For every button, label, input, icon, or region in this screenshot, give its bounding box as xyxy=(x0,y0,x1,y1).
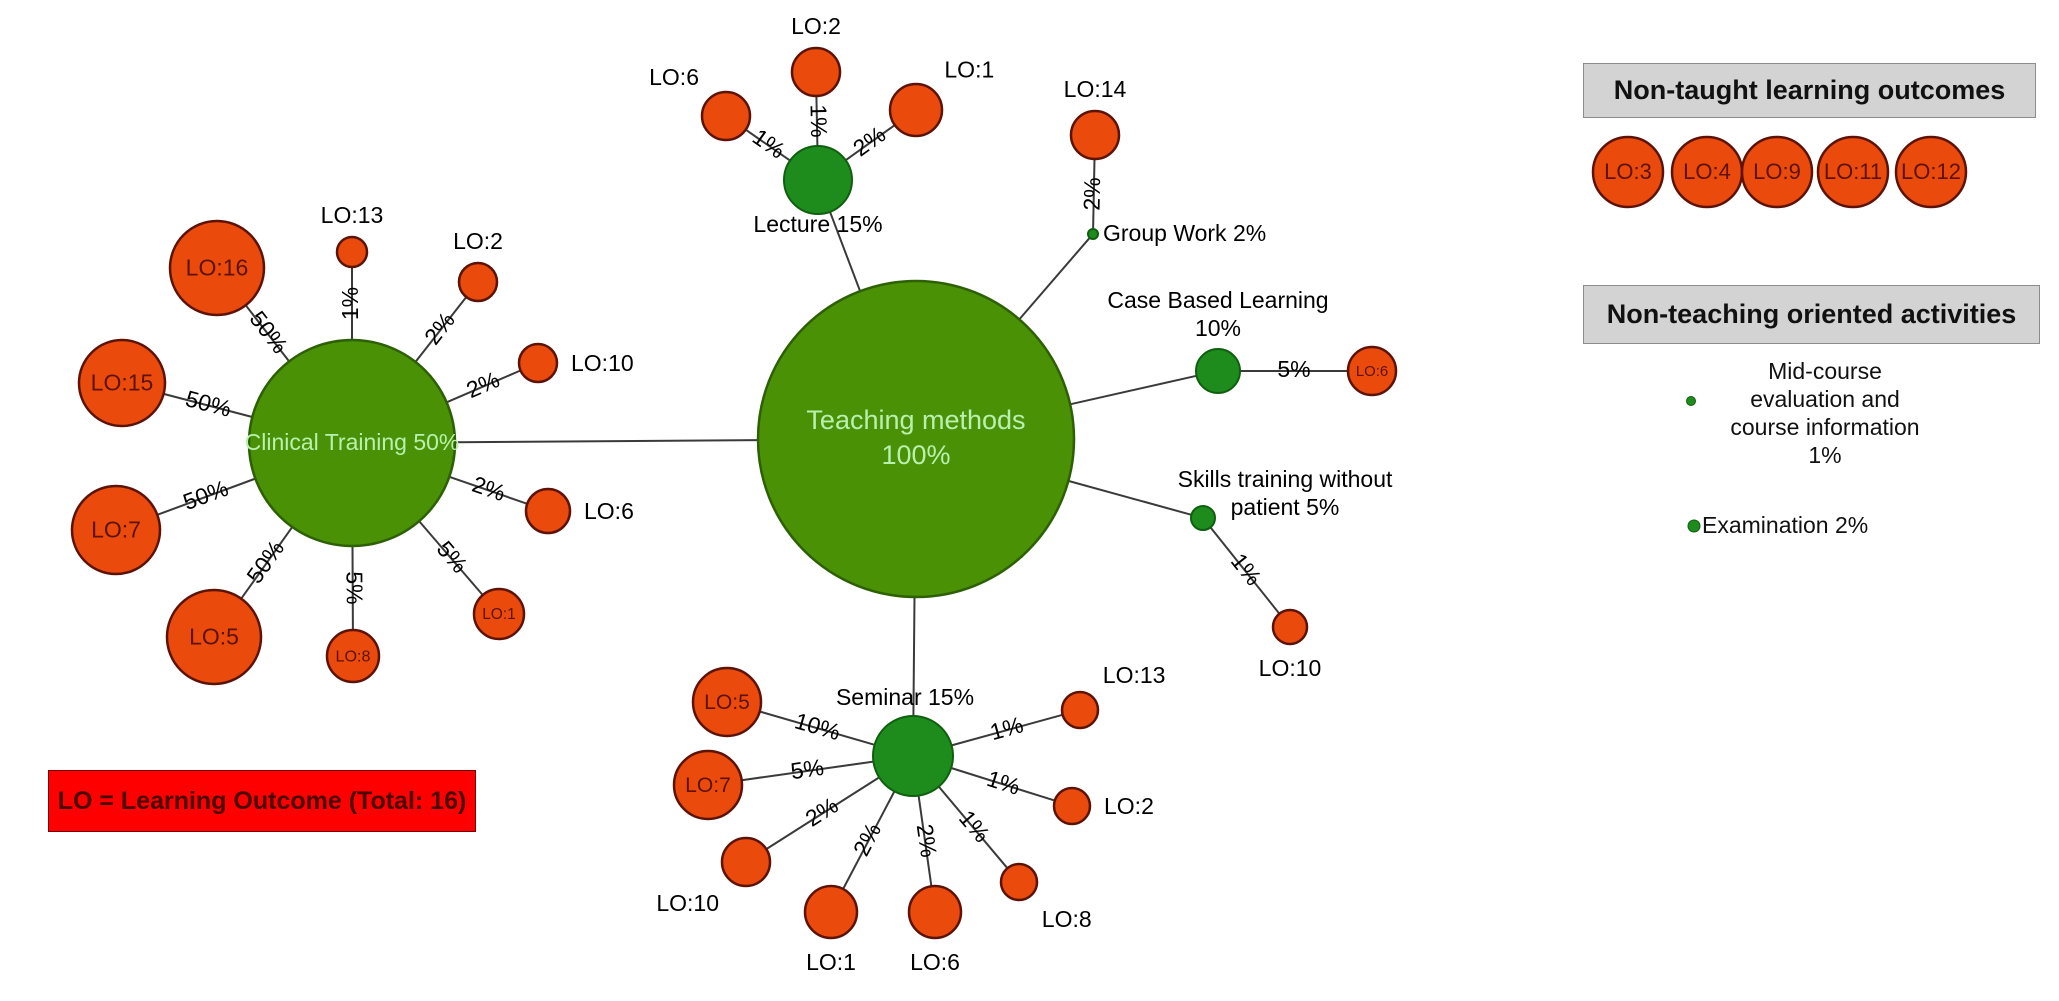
svg-text:course information: course information xyxy=(1730,414,1919,440)
svg-text:evaluation and: evaluation and xyxy=(1750,386,1900,412)
svg-text:Examination 2%: Examination 2% xyxy=(1702,512,1868,538)
svg-text:Mid-course: Mid-course xyxy=(1768,358,1882,384)
svg-text:1%: 1% xyxy=(1808,442,1841,468)
